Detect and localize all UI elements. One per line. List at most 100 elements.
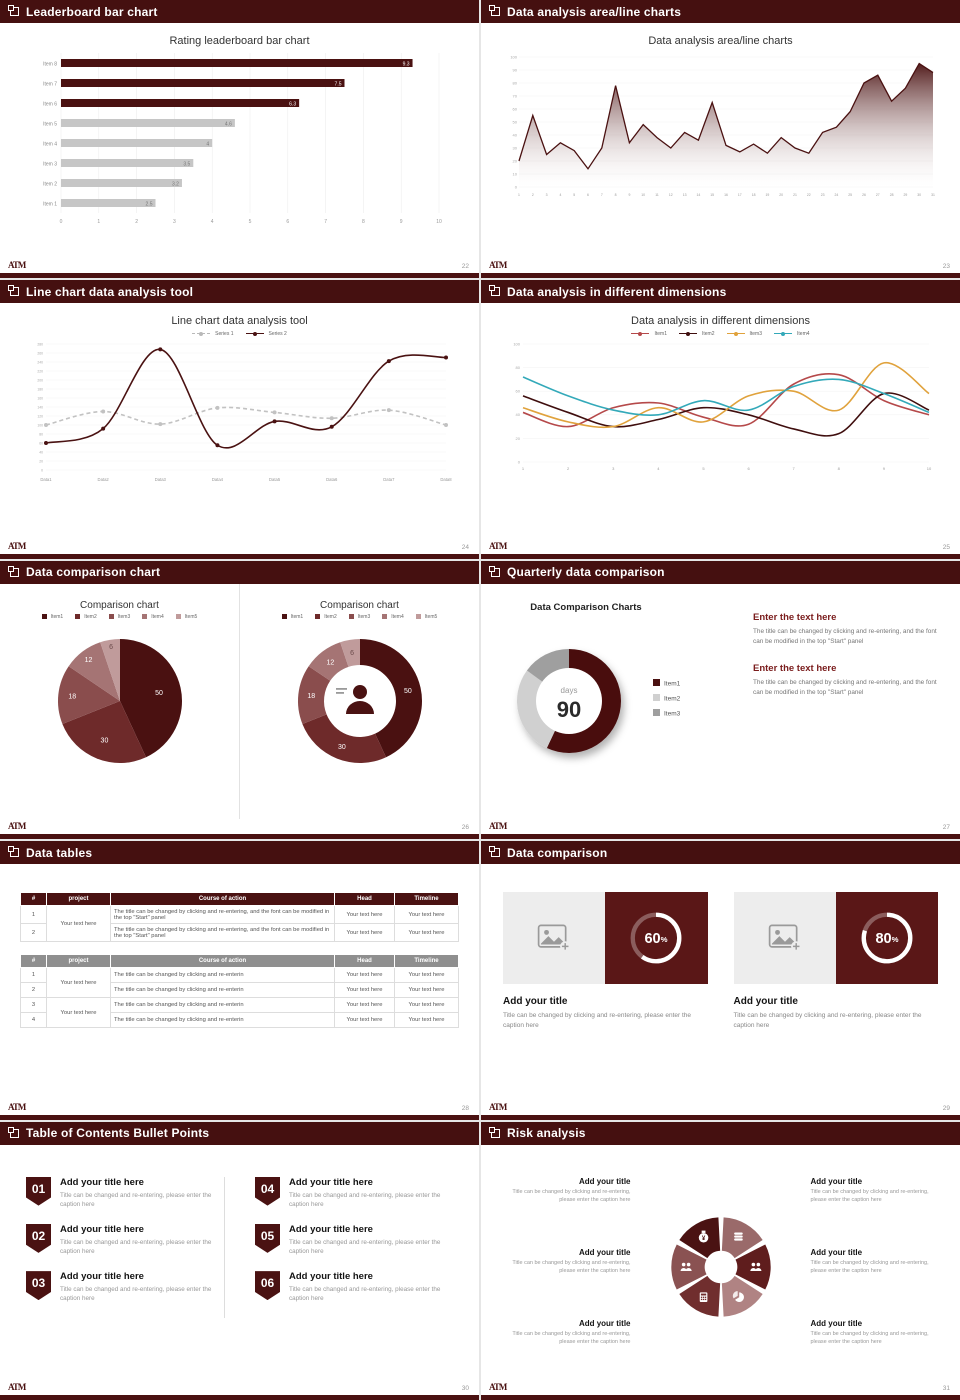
slide-data-comparison-chart[interactable]: Data comparison chart Comparison chart I… xyxy=(0,560,479,840)
svg-text:Item3: Item3 xyxy=(664,710,681,717)
slide-header: Leaderboard bar chart xyxy=(0,0,479,23)
image-placeholder xyxy=(503,892,606,985)
svg-text:5: 5 xyxy=(248,219,251,225)
svg-text:2.5: 2.5 xyxy=(145,202,152,208)
risk-item-caption: Title can be changed by clicking and re-… xyxy=(512,1331,631,1346)
svg-text:30: 30 xyxy=(917,193,921,197)
slide-line-chart-tool[interactable]: Line chart data analysis tool Line chart… xyxy=(0,280,479,559)
svg-text:2: 2 xyxy=(531,193,533,197)
slide-header: Data analysis in different dimensions xyxy=(481,280,960,304)
svg-text:1: 1 xyxy=(518,193,520,197)
toc-text: Add your title here Title can be changed … xyxy=(60,1177,215,1209)
svg-text:9: 9 xyxy=(882,466,885,471)
svg-text:27: 27 xyxy=(875,193,879,197)
svg-text:80: 80 xyxy=(512,80,517,85)
risk-item-title: Add your title xyxy=(810,1319,863,1329)
window-icon xyxy=(8,1126,19,1138)
toc-column-left: 01 Add your title here Title can be change… xyxy=(26,1176,224,1319)
slide-header-title: Data comparison xyxy=(507,845,608,860)
table-header-cell: # xyxy=(20,954,47,969)
progress-ring: 60% xyxy=(630,912,682,964)
donut-chart-panel: Data Comparison Charts days 90 Item1 Item2 I… xyxy=(481,588,749,819)
toc-item-title: Add your title here xyxy=(60,1223,144,1235)
page-number: 29 xyxy=(942,1104,950,1112)
svg-text:21: 21 xyxy=(793,193,797,197)
svg-text:18: 18 xyxy=(751,193,755,197)
slide-data-comparison-cards[interactable]: Data comparison 60% Add your title Title c… xyxy=(481,841,960,1120)
svg-text:140: 140 xyxy=(37,406,43,410)
window-icon xyxy=(489,285,500,297)
svg-text:0: 0 xyxy=(41,469,43,473)
svg-text:1: 1 xyxy=(97,219,100,225)
svg-text:40: 40 xyxy=(512,132,517,137)
footer-strip xyxy=(0,1394,479,1400)
svg-text:7: 7 xyxy=(600,193,602,197)
svg-text:20: 20 xyxy=(779,193,783,197)
svg-text:100: 100 xyxy=(513,342,520,347)
legend-item: Item4 xyxy=(774,330,810,337)
svg-text:Data6: Data6 xyxy=(326,477,338,482)
slide-dimensions-line-chart[interactable]: Data analysis in different dimensions Da… xyxy=(481,280,960,559)
svg-text:50: 50 xyxy=(403,688,411,695)
coins-icon xyxy=(733,1232,743,1241)
svg-text:22: 22 xyxy=(806,193,810,197)
slide-area-line-charts[interactable]: Data analysis area/line charts Data anal… xyxy=(481,0,960,279)
svg-text:Data5: Data5 xyxy=(268,477,280,482)
footer-strip xyxy=(0,1114,479,1120)
page-number: 27 xyxy=(942,824,950,832)
person-icon xyxy=(352,684,367,699)
svg-text:16: 16 xyxy=(724,193,728,197)
risk-item: Add your title Title can be changed by cl… xyxy=(811,1248,949,1276)
table-header-cell: project xyxy=(46,954,111,969)
svg-text:0: 0 xyxy=(517,460,520,465)
svg-text:30: 30 xyxy=(337,744,345,751)
slide-data-tables[interactable]: Data tables # project Course of action Head… xyxy=(0,841,479,1120)
slide-toc-bullets[interactable]: Table of Contents Bullet Points 01 Add yo… xyxy=(0,1121,479,1400)
data-comparison-card: 60% Add your title Title can be changed by… xyxy=(503,892,708,1031)
pie-chart-icon xyxy=(732,1291,744,1303)
slide-header: Quarterly data comparison xyxy=(481,560,960,584)
toc-item-caption: Title can be changed and re-entering, pl… xyxy=(289,1191,441,1208)
risk-text-column-right: Add your title Title can be changed by cl… xyxy=(811,1155,949,1369)
legend-item: Item1 xyxy=(41,614,63,620)
slide-quarterly-comparison[interactable]: Quarterly data comparison Data Compariso… xyxy=(481,560,960,840)
svg-text:31: 31 xyxy=(931,193,935,197)
tamu-logo: ATM xyxy=(489,1101,507,1112)
donut-chart-panel: Comparison chart Item1 Item2 Item3 Item4 Ite… xyxy=(239,583,479,820)
legend-item: Item3 xyxy=(348,614,370,620)
table-row: 1 Your text here The title can be changed … xyxy=(20,905,459,943)
table-header-cell: Timeline xyxy=(394,892,459,907)
svg-text:28: 28 xyxy=(889,193,893,197)
svg-text:60%: 60% xyxy=(645,931,668,947)
svg-text:90: 90 xyxy=(557,697,581,722)
legend-item: Item2 xyxy=(75,614,97,620)
comparison-donut-chart: 50 30 18 12 6 xyxy=(240,621,479,779)
toc-item: 04 Add your title here Title can be change… xyxy=(255,1176,453,1209)
svg-text:days: days xyxy=(561,686,578,695)
svg-text:80: 80 xyxy=(39,433,43,437)
toc-item-caption: Title can be changed and re-entering, pl… xyxy=(289,1286,441,1303)
slide-header: Table of Contents Bullet Points xyxy=(0,1121,479,1145)
svg-text:Item 4: Item 4 xyxy=(43,142,57,148)
svg-text:20: 20 xyxy=(39,460,43,464)
chart-title: Comparison chart xyxy=(80,599,159,611)
slide-header: Data analysis area/line charts xyxy=(481,0,960,23)
meeting-icon xyxy=(680,1262,692,1272)
legend-item: Item1 xyxy=(281,614,303,620)
slide-header: Risk analysis xyxy=(481,1121,960,1145)
legend-item: Series 1 xyxy=(192,330,234,337)
slide-leaderboard-bar-chart[interactable]: Leaderboard bar chart Rating leaderboard… xyxy=(0,0,479,279)
chart-title: Line chart data analysis tool xyxy=(171,315,308,328)
svg-text:23: 23 xyxy=(820,193,824,197)
window-icon xyxy=(8,5,19,16)
image-placeholder xyxy=(733,892,836,985)
risk-item: Add your title Title can be changed by cl… xyxy=(493,1248,630,1276)
slide-header: Line chart data analysis tool xyxy=(0,280,479,304)
progress-ring-box: 80% xyxy=(835,892,938,985)
window-icon xyxy=(489,565,500,577)
legend-item: Item4 xyxy=(382,614,404,620)
slide-risk-analysis[interactable]: Risk analysis Add your title Title can be… xyxy=(481,1121,960,1400)
svg-text:Data3: Data3 xyxy=(154,477,166,482)
tamu-logo: ATM xyxy=(489,821,507,832)
svg-text:Data1: Data1 xyxy=(40,477,52,482)
